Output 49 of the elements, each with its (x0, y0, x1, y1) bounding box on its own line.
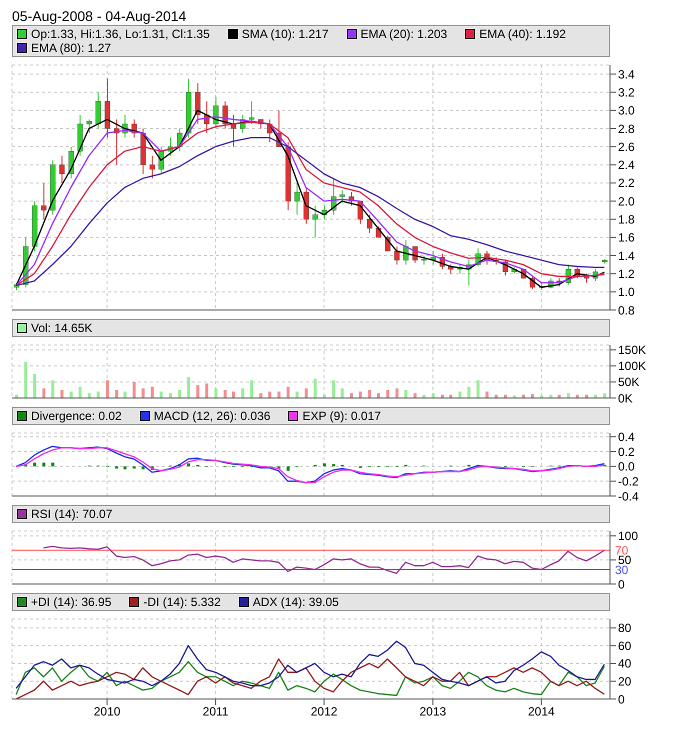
y-tick-label: -0.2 (618, 474, 640, 488)
y-tick-label: -0.4 (618, 489, 640, 504)
legend-label: +DI (14): 36.95 (31, 595, 112, 609)
legend-label: EMA (80): 1.27 (31, 41, 112, 55)
x-tick-label: 2013 (420, 704, 447, 719)
y-tick-label: 3.4 (618, 67, 636, 82)
y-tick-label: 1.2 (618, 266, 636, 281)
legend-label: EMA (20): 1.203 (360, 27, 448, 41)
y-tick-label: 2.8 (618, 122, 636, 136)
y-tick-label: 3.2 (618, 85, 636, 100)
y-tick-label: 1.4 (618, 248, 636, 263)
x-tick-label: 2011 (202, 704, 229, 719)
y-tick-label: 2.6 (618, 140, 636, 154)
y-tick-label: 0 (618, 577, 625, 592)
y-tick-label: 40 (618, 656, 632, 671)
legend-label: ADX (14): 39.05 (252, 595, 339, 609)
y-tick-label: 100K (618, 359, 646, 374)
text: Op:1.33, Hi:1.36, Lo:1.31, Cl:1.35 (31, 27, 210, 41)
y-tick-label: 60 (618, 638, 632, 653)
legend-label: Divergence: 0.02 (31, 409, 122, 423)
y-tick-label: 1.0 (618, 285, 636, 300)
y-tick-label: 1.8 (618, 212, 636, 227)
y-tick-label: 1.6 (618, 230, 636, 245)
chart-title: 05-Aug-2008 - 04-Aug-2014 (12, 8, 188, 24)
y-tick-label: 0 (618, 692, 625, 706)
y-tick-label: 0.2 (618, 444, 636, 459)
y-tick-label: 50K (618, 375, 640, 390)
y-tick-label: 0.4 (618, 430, 636, 444)
x-tick-label: 2010 (94, 704, 121, 719)
y-tick-label: 2.4 (618, 158, 636, 172)
legend-label: EMA (40): 1.192 (479, 27, 566, 41)
y-tick-label: 2.2 (618, 176, 636, 190)
legend-label: -DI (14): 5.332 (143, 595, 221, 609)
y-tick-label: 80 (618, 621, 632, 636)
x-tick-label: 2012 (310, 704, 338, 719)
y-tick-label: 100 (618, 529, 638, 544)
legend-label: Vol: 14.65K (31, 321, 92, 335)
y-tick-label: 3.0 (618, 104, 636, 118)
y-tick-label: 2.0 (618, 194, 636, 208)
y-tick-label: 0.0 (618, 460, 636, 474)
legend-label: SMA (10): 1.217 (242, 27, 328, 41)
y-tick-label: 20 (618, 674, 632, 688)
legend-label: EXP (9): 0.017 (302, 409, 381, 423)
x-tick-label: 2014 (528, 704, 556, 719)
y-tick-label: 0.8 (618, 303, 636, 318)
legend-label: MACD (12, 26): 0.036 (154, 409, 270, 423)
legend-label: RSI (14): 70.07 (31, 507, 112, 521)
y-tick-label: 150K (618, 343, 646, 358)
y-tick-label: 0K (618, 391, 633, 406)
